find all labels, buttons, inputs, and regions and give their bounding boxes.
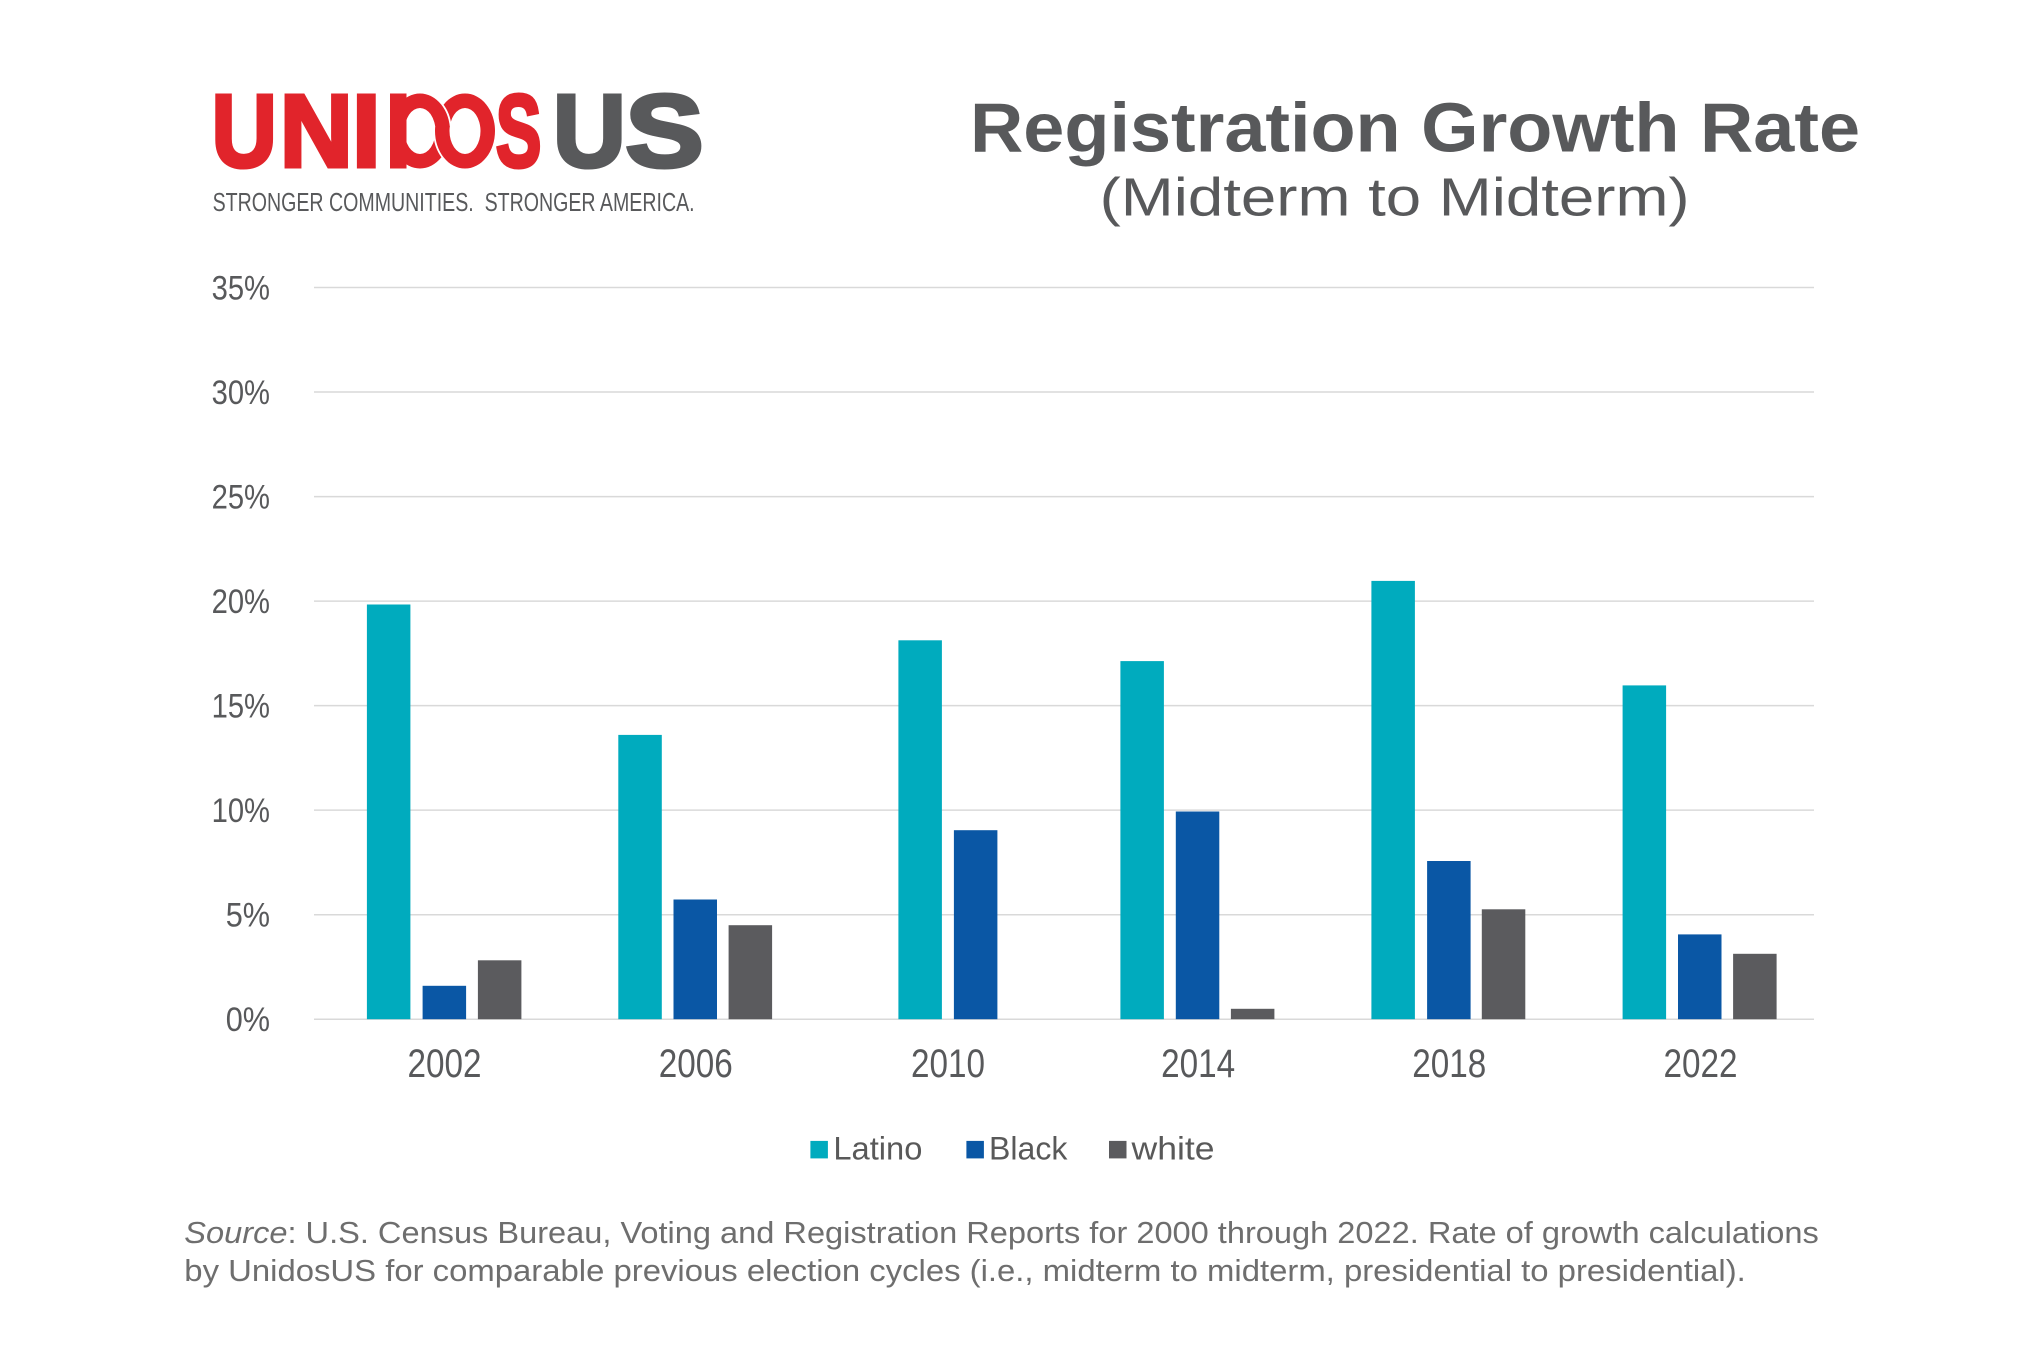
svg-text:2014: 2014	[1161, 1042, 1235, 1086]
svg-text:U: U	[553, 74, 626, 189]
svg-text:(Midterm to Midterm): (Midterm to Midterm)	[1100, 167, 1690, 227]
svg-text:2018: 2018	[1412, 1042, 1486, 1086]
svg-text:2002: 2002	[408, 1042, 482, 1086]
svg-text:10%: 10%	[212, 792, 270, 830]
svg-text:Source: U.S. Census Bureau, Vo: Source: U.S. Census Bureau, Voting and R…	[184, 1215, 1819, 1250]
svg-text:5%: 5%	[226, 897, 270, 935]
svg-text:STRONGER COMMUNITIES. STRONGE: STRONGER COMMUNITIES. STRONGER AMERICA.	[213, 187, 695, 217]
svg-text:by UnidosUS for comparable pre: by UnidosUS for comparable previous elec…	[184, 1253, 1746, 1288]
svg-text:30%: 30%	[212, 374, 270, 412]
svg-text:25%: 25%	[212, 479, 270, 517]
svg-text:Latino: Latino	[833, 1130, 922, 1166]
svg-text:0%: 0%	[226, 1001, 270, 1039]
svg-text:Black: Black	[989, 1130, 1068, 1166]
svg-text:2010: 2010	[911, 1042, 985, 1086]
svg-text:20%: 20%	[212, 583, 270, 621]
svg-text:35%: 35%	[212, 270, 270, 308]
svg-text:N: N	[280, 74, 353, 189]
svg-text:S: S	[625, 74, 703, 189]
svg-text:U: U	[212, 74, 277, 189]
svg-text:2022: 2022	[1664, 1042, 1738, 1086]
svg-text:I: I	[352, 74, 381, 189]
svg-text:S: S	[496, 74, 542, 189]
svg-text:white: white	[1130, 1130, 1214, 1166]
svg-text:2006: 2006	[659, 1042, 733, 1086]
svg-text:15%: 15%	[212, 688, 270, 726]
svg-text:Registration Growth Rate: Registration Growth Rate	[970, 88, 1860, 166]
